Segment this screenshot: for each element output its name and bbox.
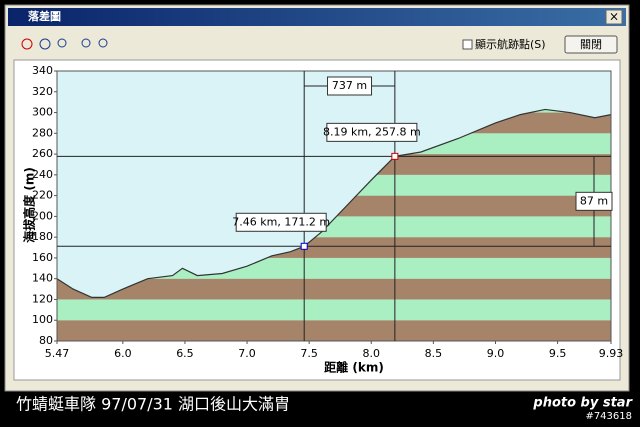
height-box [575, 191, 613, 211]
y-tick-label: 200 [32, 209, 53, 222]
x-tick-label: 8.5 [425, 347, 443, 360]
x-tick-label: 7.5 [300, 347, 318, 360]
y-tick-label: 300 [32, 106, 53, 119]
x-tick-label: 5.47 [45, 347, 70, 360]
x-tick-label: 6.0 [114, 347, 132, 360]
x-tick-label: 9.93 [599, 347, 624, 360]
tool-zoom-window[interactable] [57, 38, 67, 48]
close-dialog-button[interactable] [564, 35, 618, 54]
y-tick-label: 140 [32, 272, 53, 285]
elevation-band [57, 320, 611, 341]
elevation-band [57, 278, 611, 300]
distance-box [327, 76, 373, 96]
checkbox[interactable] [462, 39, 473, 50]
y-axis-title: 海拔高度 (m) [22, 167, 37, 243]
distance-label: 737 m [332, 79, 367, 92]
y-tick-label: 180 [32, 230, 53, 243]
point-label: 8.19 km, 257.8 m [323, 125, 421, 138]
photo-id: #743618 [585, 411, 632, 422]
y-tick-label: 80 [39, 334, 53, 347]
elevation-band [57, 299, 611, 321]
y-tick-label: 320 [32, 85, 53, 98]
x-tick-label: 9.5 [549, 347, 567, 360]
y-tick-label: 220 [32, 189, 53, 202]
credit: photo by star [532, 396, 633, 411]
x-tick-label: 8.0 [363, 347, 381, 360]
height-label: 87 m [580, 194, 608, 207]
x-tick-label: 9.0 [487, 347, 505, 360]
tool-crosshair[interactable] [21, 38, 33, 50]
point-label-box [235, 212, 327, 232]
close-icon[interactable]: × [609, 10, 619, 24]
x-tick-label: 7.0 [238, 347, 256, 360]
y-tick-label: 240 [32, 168, 53, 181]
tool-zoom-in[interactable] [81, 38, 91, 48]
tool-zoom-out[interactable] [98, 38, 108, 48]
y-tick-label: 280 [32, 126, 53, 139]
x-tick-label: 6.5 [176, 347, 194, 360]
toolbar [21, 38, 108, 50]
caption: 竹蜻蜓車隊 97/07/31 湖口後山大滿胄 [16, 395, 290, 414]
cursor-point [300, 242, 308, 250]
title-bar [8, 8, 626, 26]
window-title: 落差圖 [28, 9, 61, 23]
x-axis-title: 距離 (km) [324, 360, 384, 375]
close-button[interactable] [605, 9, 623, 25]
y-tick-label: 340 [32, 64, 53, 77]
point-label: 7.46 km, 171.2 m [232, 215, 330, 228]
checkbox-label[interactable]: 顯示航跡點(S) [475, 37, 546, 51]
point-label-box [326, 122, 418, 142]
chart: 80 100 120 140 160 180 200 220 240 260 280 300 320 34… [22, 64, 624, 375]
y-tick-label: 160 [32, 251, 53, 264]
y-tick-label: 100 [32, 313, 53, 326]
cursor-point [391, 152, 399, 160]
y-tick-label: 260 [32, 147, 53, 160]
y-tick-label: 120 [32, 292, 53, 305]
button-label[interactable]: 關閉 [580, 38, 602, 51]
profile-line [56, 108, 612, 298]
tool-move[interactable] [39, 38, 51, 50]
